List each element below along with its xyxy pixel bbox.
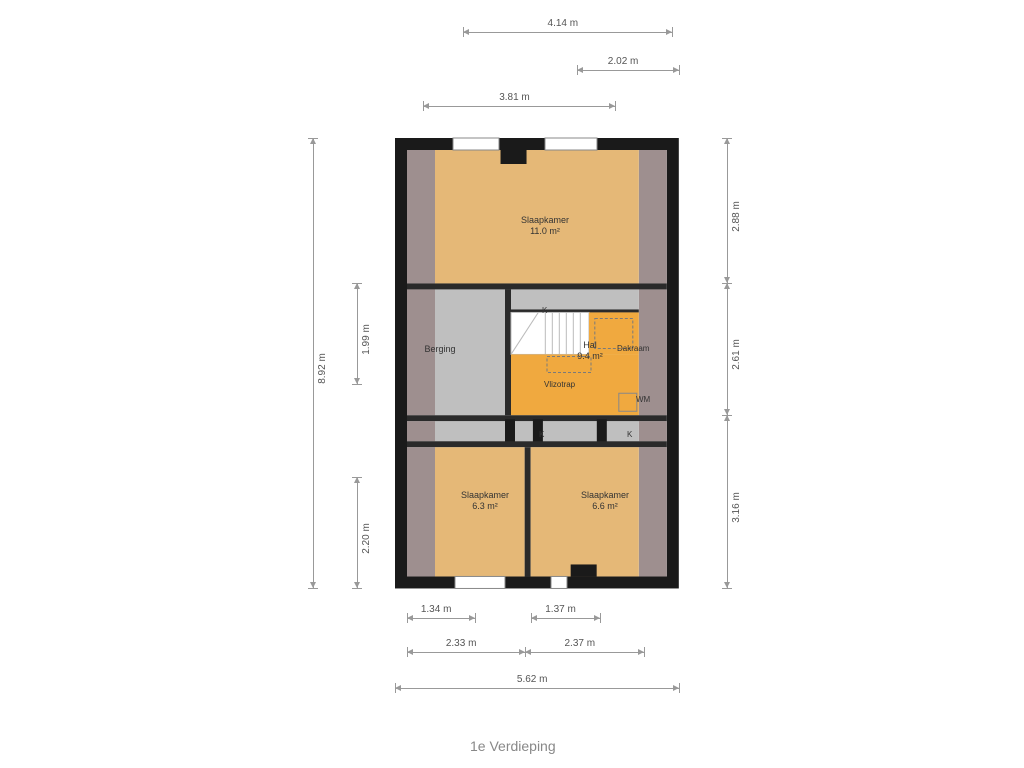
label-k-top: K — [542, 306, 547, 315]
room-name: Slaapkamer — [461, 490, 509, 500]
room-area: 6.6 m² — [592, 501, 618, 511]
room-name: Slaapkamer — [521, 215, 569, 225]
label-wm: WM — [636, 395, 650, 404]
label-slaapkamer-top: Slaapkamer 11.0 m² — [505, 215, 585, 237]
label-vlizotrap: Vlizotrap — [544, 380, 575, 389]
floor-title: 1e Verdieping — [470, 738, 556, 754]
label-slaapkamer-br: Slaapkamer 6.6 m² — [565, 490, 645, 512]
room-area: 6.3 m² — [472, 501, 498, 511]
room-area: 9.4 m² — [577, 351, 603, 361]
room-name: Slaapkamer — [581, 490, 629, 500]
label-berging: Berging — [410, 344, 470, 355]
room-name: Berging — [424, 344, 455, 354]
label-slaapkamer-bl: Slaapkamer 6.3 m² — [445, 490, 525, 512]
room-name: Hal — [583, 340, 597, 350]
label-hal: Hal 9.4 m² — [565, 340, 615, 362]
room-area: 11.0 m² — [530, 226, 560, 236]
floorplan-stage: 1e Verdieping 4.14 m 2.02 m 3.81 m 2.88 … — [0, 0, 1024, 768]
label-k-bl: K — [539, 430, 544, 439]
label-k-br: K — [627, 430, 632, 439]
label-dakraam: Dakraam — [617, 344, 649, 353]
